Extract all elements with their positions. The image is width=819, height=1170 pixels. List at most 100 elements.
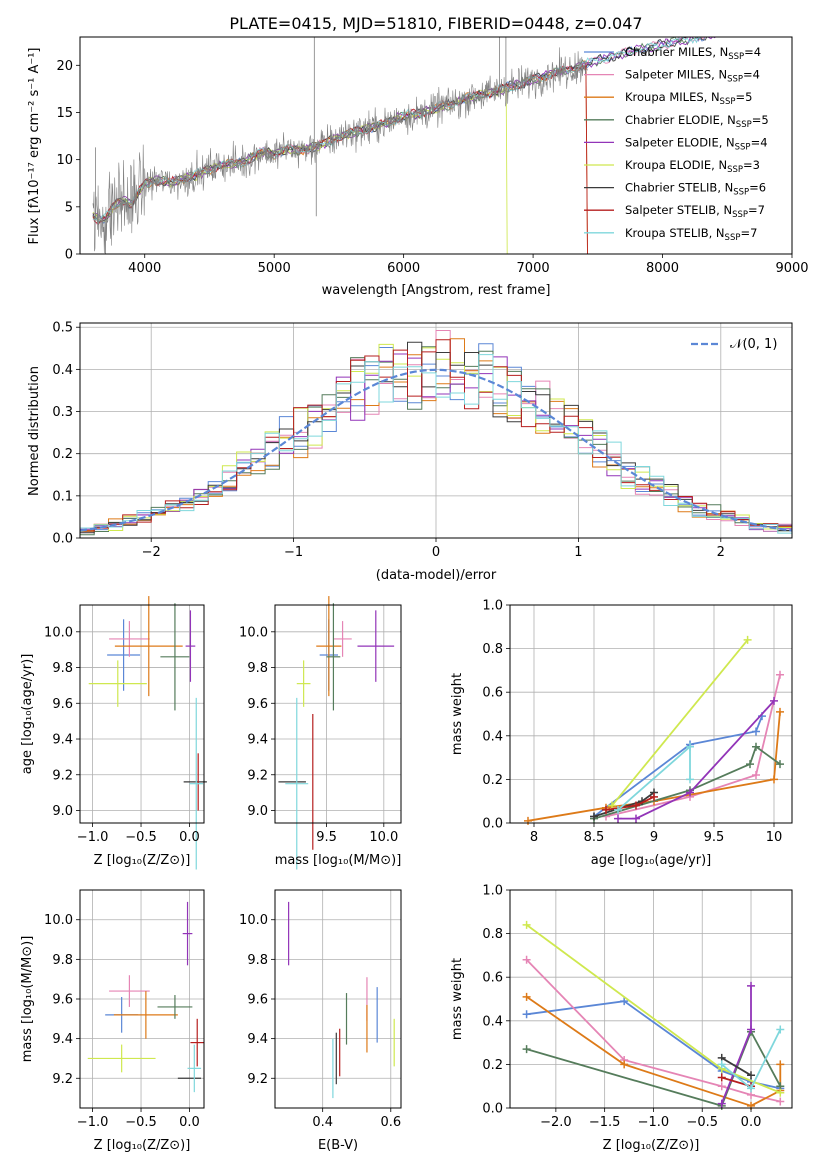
y-tick-label: 0.2 [482,1058,503,1073]
weight-point-marker [650,792,658,801]
y-tick-label: 10.0 [239,913,268,928]
weight-point-marker [752,742,760,751]
panel-ylabel: mass weight [450,958,465,1040]
age-weight-panel: 8 8.5 9 9.5 10 0.0 0.2 0.4 0.6 0.8 1.0 age [log₁₀(a… [450,599,793,868]
x-tick-label: −1.0 [638,1115,670,1130]
panel-grid [275,890,401,1108]
y-tick-label: 10.0 [44,625,73,640]
weight-point-marker [776,670,784,679]
x-tick-label: 8000 [646,261,679,276]
legend-label: Chabrier ELODIE, NSSP=5 [625,113,769,130]
errorbar-point [114,596,183,697]
y-tick-label: 5 [65,200,73,215]
panel-xlabel: Z [log₁₀(Z/Z⊙)] [94,1138,191,1153]
y-tick-label: 9.8 [247,661,268,676]
x-tick-label: 0 [432,545,440,560]
y-tick-label: 9.6 [52,697,73,712]
x-tick-label: −1.0 [77,830,109,845]
weight-point-marker [614,805,622,814]
spectrum-model-line [92,64,588,254]
weight-point-marker [620,997,629,1006]
y-tick-label: 9.2 [247,1072,268,1087]
spectrum-panel: 4000 5000 6000 7000 8000 9000 0 5 10 15 20 Chabrie… [27,36,809,298]
weight-point-marker [522,920,531,929]
weight-point-marker [776,1097,785,1106]
y-tick-label: 9.2 [247,768,268,783]
panel-frame [509,889,793,1109]
panel-marks [522,920,785,1110]
x-tick-label: −2.0 [540,1115,572,1130]
y-tick-label: 9.0 [52,804,73,819]
spectrum-data [92,37,588,254]
weight-point-marker [614,814,622,823]
errorbar-point [87,1044,156,1073]
y-tick-label: 9.4 [52,1032,73,1047]
weight-series-line [618,700,775,820]
x-tick-label: 9 [650,830,658,845]
panel-ticks: 8 8.5 9 9.5 10 0.0 0.2 0.4 0.6 0.8 1.0 [482,599,782,846]
residuals-xlabel: (data-model)/error [376,568,497,583]
y-tick-label: 0 [65,248,73,263]
panel-ylabel: mass [log₁₀(M/M⊙)] [20,936,35,1063]
x-tick-label: 4000 [128,261,161,276]
y-tick-label: 9.2 [52,1072,73,1087]
y-tick-label: 9.8 [52,661,73,676]
x-tick-label: 10 [766,830,783,845]
panel-grid [510,604,792,824]
weight-point-marker [747,981,756,990]
y-tick-label: 9.8 [247,953,268,968]
panel-frame [274,604,402,824]
y-tick-label: 9.0 [247,804,268,819]
spectrum-xlabel: wavelength [Angstrom, rest frame] [322,283,551,298]
x-tick-label: 9000 [775,261,808,276]
x-tick-label: 0.0 [741,1115,762,1130]
errorbar-point [190,1018,204,1067]
y-tick-label: 1.0 [482,884,503,899]
weight-point-marker [747,1025,756,1034]
panel-marks [524,635,784,825]
x-tick-label: 0.4 [312,1115,333,1130]
residuals-legend: 𝒩(0, 1) [691,337,777,352]
residual-histogram [80,354,792,534]
y-tick-label: 0.0 [52,532,73,547]
weight-point-marker [686,775,694,784]
legend-label: 𝒩(0, 1) [730,337,777,352]
weight-point-marker [632,801,640,810]
errorbar-point [109,975,150,1007]
y-tick-label: 0.6 [482,971,503,986]
y-tick-label: 10.0 [239,625,268,640]
y-tick-label: 0.5 [52,321,73,336]
weight-point-marker [752,727,760,736]
y-tick-label: 0.2 [482,773,503,788]
panel-ticks: −1.0 −0.5 0.0 9.0 9.2 9.4 9.6 9.8 10.0 [44,625,200,845]
weight-point-marker [524,816,532,825]
weight-point-marker [752,771,760,780]
weight-point-marker [590,812,598,821]
weight-point-marker [620,1060,629,1069]
spectrum-model-line [92,60,588,254]
errorbar-point [316,596,342,697]
weight-point-marker [770,696,778,705]
panel-xlabel: E(B-V) [318,1138,358,1153]
errorbar-point [326,603,341,711]
x-tick-label: −1.5 [589,1115,621,1130]
x-tick-label: 5000 [258,261,291,276]
x-tick-label: −1.0 [77,1115,109,1130]
gaussian-curve [80,368,792,532]
panel-ticks: −2.0 −1.5 −1.0 −0.5 0.0 0.0 0.2 0.4 0.6 0.8 1.0 [482,884,761,1131]
errorbar-point [182,901,193,966]
panel-ticks: 9.5 10.0 9.0 9.2 9.4 9.6 9.8 10.0 [239,625,398,845]
weight-point-marker [747,1084,756,1093]
weight-point-marker [743,635,752,644]
y-tick-label: 15 [56,106,73,121]
weight-point-marker [686,788,694,797]
x-tick-label: 10.0 [369,830,398,845]
weight-series-line [721,1057,752,1077]
weight-point-marker [717,1073,726,1082]
weight-point-marker [770,775,778,784]
x-tick-label: 2 [717,545,725,560]
panel-ylabel: mass weight [450,673,465,755]
spectrum-ticks: 4000 5000 6000 7000 8000 9000 0 5 10 15 20 [56,59,808,276]
z-age-panel: −1.0 −0.5 0.0 9.0 9.2 9.4 9.6 9.8 10.0 Z [log₁₀(Z… [20,596,207,870]
